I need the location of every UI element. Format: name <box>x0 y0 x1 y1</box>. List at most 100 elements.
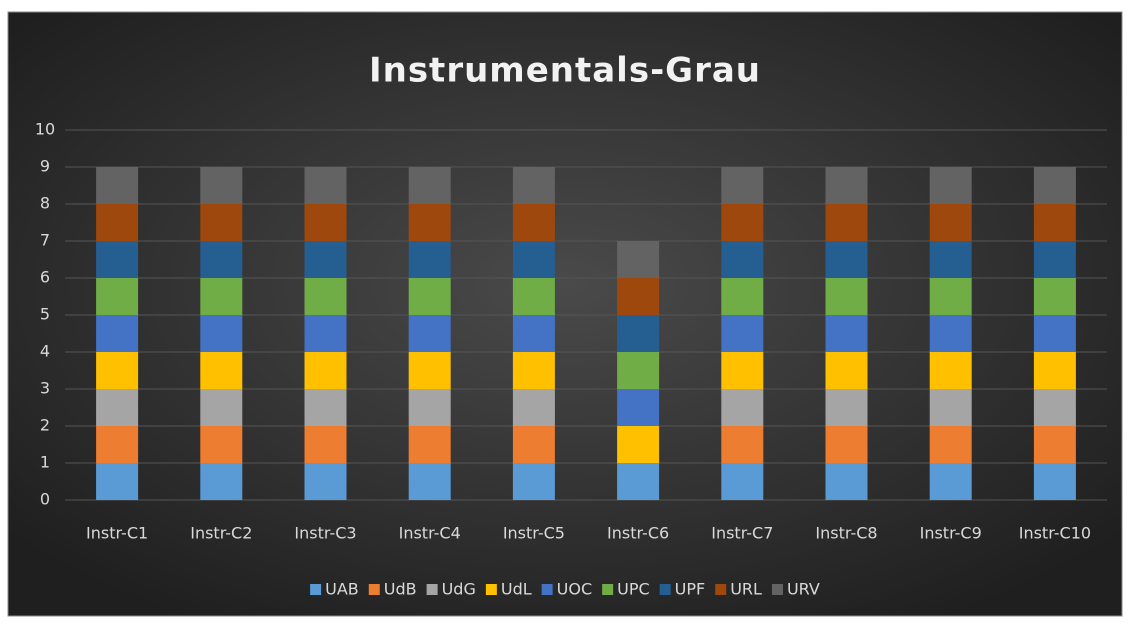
x-tick-label: Instr-C3 <box>294 524 356 543</box>
y-tick-label: 6 <box>40 268 50 287</box>
bar-segment <box>96 241 139 278</box>
bar-segment <box>1033 389 1076 426</box>
x-tick-label: Instr-C1 <box>86 524 148 543</box>
bar-segment <box>512 426 555 463</box>
legend-swatch <box>485 584 497 595</box>
legend-swatch <box>602 584 614 595</box>
legend-label: UOC <box>557 580 592 599</box>
bar-segment <box>512 352 555 389</box>
bar-segment <box>304 315 347 352</box>
bar-segment <box>1033 426 1076 463</box>
bar-segment <box>825 463 868 500</box>
bar-segment <box>96 426 139 463</box>
bar-segment <box>825 241 868 278</box>
bar-segment <box>721 241 764 278</box>
bar-segment <box>304 463 347 500</box>
bar-segment <box>929 352 972 389</box>
legend-label: UdL <box>501 580 532 599</box>
bar-segment <box>825 278 868 315</box>
y-tick-label: 10 <box>35 120 55 139</box>
bar-segment <box>408 352 451 389</box>
bar-segment <box>929 389 972 426</box>
bar-segment <box>512 167 555 204</box>
y-tick-label: 7 <box>40 231 50 250</box>
bar-segment <box>304 167 347 204</box>
bar-segment <box>512 204 555 241</box>
bar-segment <box>512 241 555 278</box>
bar-segment <box>721 389 764 426</box>
y-tick-label: 2 <box>40 416 50 435</box>
bar-segment <box>929 463 972 500</box>
bar-segment <box>96 167 139 204</box>
y-tick-label: 1 <box>40 453 50 472</box>
bar-segment <box>721 315 764 352</box>
bar-segment <box>200 278 243 315</box>
bar-segment <box>408 167 451 204</box>
bar-segment <box>929 278 972 315</box>
bar-segment <box>1033 315 1076 352</box>
bar-segment <box>825 167 868 204</box>
bar-segment <box>304 426 347 463</box>
x-tick-label: Instr-C9 <box>920 524 982 543</box>
bar-segment <box>512 278 555 315</box>
bar-segment <box>408 204 451 241</box>
bar-segment <box>200 463 243 500</box>
bar-segment <box>304 389 347 426</box>
bar-segment <box>617 315 660 352</box>
bar-segment <box>96 315 139 352</box>
bar-segment <box>200 426 243 463</box>
bar-segment <box>304 241 347 278</box>
bar-segment <box>721 204 764 241</box>
bar-segment <box>617 352 660 389</box>
x-tick-label: Instr-C5 <box>503 524 565 543</box>
bar-segment <box>1033 463 1076 500</box>
y-tick-label: 9 <box>40 157 50 176</box>
bar-segment <box>617 389 660 426</box>
bar-segment <box>304 278 347 315</box>
chart-title: Instrumentals-Grau <box>369 51 761 91</box>
bar-segment <box>1033 352 1076 389</box>
y-tick-label: 8 <box>40 194 50 213</box>
bar-segment <box>408 463 451 500</box>
bar-segment <box>929 315 972 352</box>
bar-segment <box>200 315 243 352</box>
bar-segment <box>721 352 764 389</box>
x-tick-label: Instr-C4 <box>399 524 461 543</box>
bar-segment <box>96 204 139 241</box>
legend-label: UPC <box>617 580 650 599</box>
legend-swatch <box>310 584 322 595</box>
bar-segment <box>304 204 347 241</box>
bar-segment <box>408 315 451 352</box>
y-tick-label: 3 <box>40 379 50 398</box>
bar-segment <box>617 278 660 315</box>
bar-segment <box>1033 241 1076 278</box>
legend-label: URL <box>730 580 762 599</box>
bar-segment <box>721 426 764 463</box>
bar-segment <box>200 204 243 241</box>
bar-segment <box>200 167 243 204</box>
x-tick-label: Instr-C8 <box>815 524 877 543</box>
bar-segment <box>929 204 972 241</box>
bar-segment <box>1033 167 1076 204</box>
bar-segment <box>96 352 139 389</box>
bar-segment <box>929 426 972 463</box>
bar-segment <box>721 278 764 315</box>
bar-segment <box>408 389 451 426</box>
bar-segment <box>200 389 243 426</box>
y-tick-label: 4 <box>40 342 50 361</box>
bar-segment <box>825 204 868 241</box>
legend-swatch <box>659 584 671 595</box>
bar-segment <box>512 463 555 500</box>
bar-segment <box>304 352 347 389</box>
y-tick-label: 5 <box>40 305 50 324</box>
legend-swatch <box>541 584 553 595</box>
bar-segment <box>721 463 764 500</box>
bar-segment <box>617 463 660 500</box>
legend-swatch <box>715 584 727 595</box>
bar-segment <box>825 315 868 352</box>
bar-segment <box>825 426 868 463</box>
legend-label: UPF <box>675 580 706 599</box>
bar-segment <box>96 463 139 500</box>
bar-segment <box>408 241 451 278</box>
